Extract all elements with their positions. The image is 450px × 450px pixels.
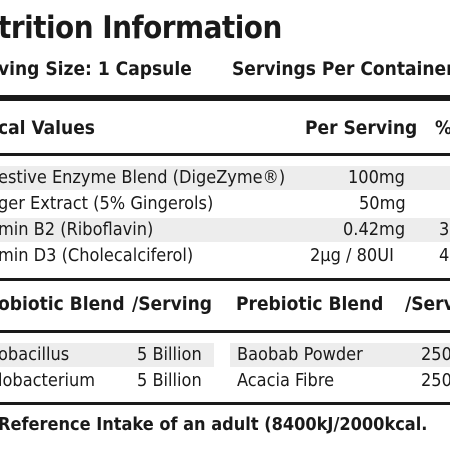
blend-row-probiotic: lobacterium [0, 370, 96, 391]
probiotic-serving-header: /Serving [132, 293, 212, 315]
table-row-name: min D3 (Cholecalciferol) [0, 245, 194, 266]
table-row-name: ger Extract (5% Gingerols) [0, 193, 214, 214]
blend-row-prebiotic-serving: 250 [421, 344, 450, 365]
thick-divider [0, 95, 450, 101]
serving-size: ving Size: 1 Capsule [0, 58, 192, 80]
table-row-percent: 3 [439, 219, 450, 240]
table-divider [0, 153, 450, 156]
table-divider [0, 330, 450, 333]
footnote: Reference Intake of an adult (8400kJ/200… [0, 414, 428, 435]
table-row-value: 100mg [348, 167, 405, 188]
prebiotic-serving-header: /Serv [405, 293, 450, 315]
blend-row-prebiotic: Baobab Powder [237, 344, 363, 365]
values-header-percent: % [435, 117, 450, 139]
table-row-value: 50mg [359, 193, 406, 214]
panel-title: trition Information [0, 10, 282, 46]
blend-row-prebiotic-serving: 250 [421, 370, 450, 391]
table-row-name: min B2 (Riboflavin) [0, 219, 154, 240]
values-header-name: cal Values [0, 117, 95, 139]
table-divider [0, 278, 450, 281]
blend-row-probiotic: obacillus [0, 344, 70, 365]
probiotic-header: obiotic Blend [0, 293, 125, 315]
blend-row-probiotic-serving: 5 Billion [137, 344, 202, 365]
table-row-percent: 4 [439, 245, 450, 266]
prebiotic-header: Prebiotic Blend [236, 293, 384, 315]
values-header-per-serving: Per Serving [305, 117, 418, 139]
table-row-value: 2µg / 80UI [310, 245, 394, 266]
servings-per-container: Servings Per Container: [232, 58, 450, 80]
row-shade [0, 218, 450, 242]
blend-row-prebiotic: Acacia Fibre [237, 370, 335, 391]
table-divider [0, 402, 450, 405]
row-shade [0, 166, 450, 190]
blend-row-probiotic-serving: 5 Billion [137, 370, 202, 391]
table-row-name: estive Enzyme Blend (DigeZyme®) [0, 167, 286, 188]
row-shade [230, 343, 450, 367]
row-shade [0, 343, 214, 367]
table-row-value: 0.42mg [343, 219, 406, 240]
